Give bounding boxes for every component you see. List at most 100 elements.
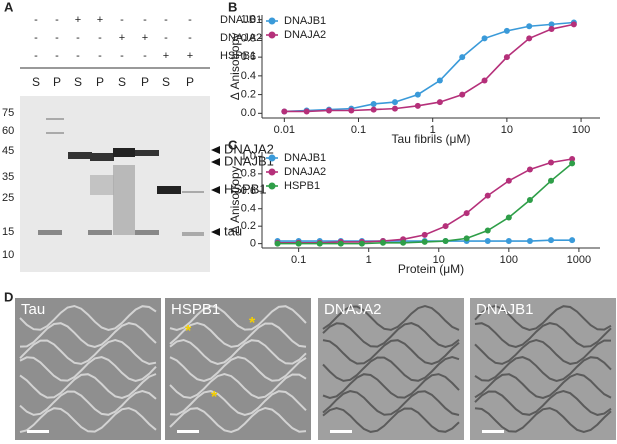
data-point — [503, 27, 510, 34]
scale-bar — [177, 430, 199, 433]
data-point — [370, 106, 377, 113]
condition-sign: - — [120, 14, 124, 26]
legend-marker — [268, 154, 276, 162]
lane-label: P — [141, 75, 149, 89]
condition-sign: - — [76, 32, 80, 44]
data-point — [526, 166, 533, 173]
data-point — [421, 238, 428, 245]
data-point — [548, 159, 555, 166]
condition-name: HSPB1 — [220, 50, 256, 62]
fibril — [474, 356, 612, 383]
legend-marker — [268, 17, 276, 25]
legend-label: DNAJA2 — [284, 166, 326, 178]
data-point — [459, 91, 466, 98]
series-line — [284, 21, 574, 113]
lane-label: P — [186, 75, 194, 89]
data-point — [281, 108, 288, 115]
panel-label: C — [228, 137, 238, 152]
data-point — [316, 240, 323, 247]
condition-sign: - — [164, 32, 168, 44]
panel-label: D — [4, 289, 13, 304]
legend-label: DNAJB1 — [284, 15, 326, 27]
y-tick-label: 0.4 — [241, 70, 256, 82]
data-point — [526, 35, 533, 42]
data-point — [481, 77, 488, 84]
data-point — [569, 160, 576, 167]
band-label: DNAJA2 — [224, 141, 274, 156]
condition-sign: - — [188, 14, 192, 26]
fibril — [19, 338, 157, 365]
condition-sign: - — [55, 32, 59, 44]
condition-sign: - — [143, 50, 147, 62]
x-tick-label: 1 — [366, 254, 372, 266]
data-point — [463, 235, 470, 242]
micrograph-label: Tau — [21, 301, 45, 318]
condition-sign: - — [34, 32, 38, 44]
x-tick-label: 10 — [501, 124, 513, 136]
fibril — [19, 389, 157, 416]
y-tick-label: 0.4 — [241, 203, 256, 215]
y-tick-label: 0.8 — [241, 32, 256, 44]
x-tick-label: 1000 — [567, 254, 591, 266]
condition-sign: + — [163, 50, 169, 62]
marker-label: 10 — [2, 249, 14, 261]
y-tick-label: 1.0 — [241, 14, 256, 26]
fibril — [169, 372, 307, 399]
fibril — [169, 338, 307, 366]
lane-label: S — [74, 75, 82, 89]
marker-label: 75 — [2, 107, 14, 119]
micrograph — [318, 298, 464, 440]
data-point — [459, 54, 466, 61]
scale-bar — [482, 430, 504, 433]
fibril — [474, 372, 612, 400]
data-point — [391, 105, 398, 112]
micrograph-label: HSPB1 — [171, 301, 220, 318]
data-point — [414, 102, 421, 109]
condition-sign: - — [164, 14, 168, 26]
band-label: tau — [224, 223, 242, 238]
condition-sign: - — [188, 32, 192, 44]
legend-marker — [268, 168, 276, 176]
y-axis-label: Δ Anisotropy — [228, 166, 242, 233]
fibril — [322, 355, 460, 382]
data-point — [436, 77, 443, 84]
scale-bar — [330, 430, 352, 433]
data-point — [505, 177, 512, 184]
micrograph-label: DNAJB1 — [476, 301, 534, 318]
annotation: * — [211, 389, 218, 406]
y-tick-label: 0.2 — [241, 220, 256, 232]
fibril — [322, 406, 460, 433]
data-point — [370, 100, 377, 107]
x-tick-label: 100 — [572, 124, 590, 136]
condition-sign: + — [142, 32, 148, 44]
condition-sign: + — [75, 14, 81, 26]
legend-label: HSPB1 — [284, 180, 320, 192]
x-tick-label: 0.1 — [351, 124, 366, 136]
data-point — [391, 99, 398, 106]
marker-label: 25 — [2, 192, 14, 204]
data-point — [348, 107, 355, 114]
x-tick-label: 10 — [433, 254, 445, 266]
fibril — [322, 339, 460, 366]
lane-label: S — [162, 75, 170, 89]
fibril — [474, 407, 612, 434]
condition-name: DNAJB1 — [220, 14, 262, 26]
gel-bands — [38, 118, 204, 236]
condition-sign: - — [98, 32, 102, 44]
data-point — [400, 239, 407, 246]
data-point — [548, 237, 555, 244]
data-point — [303, 108, 310, 115]
annotation: * — [249, 315, 256, 332]
y-axis-label: Δ Anisotropy — [228, 33, 242, 100]
fibril — [322, 373, 460, 400]
fibril — [169, 390, 307, 417]
fibril — [322, 304, 460, 331]
data-point — [442, 238, 449, 245]
marker-label: 45 — [2, 145, 14, 157]
data-point — [526, 197, 533, 203]
data-point — [570, 21, 577, 28]
fibril — [322, 390, 460, 416]
data-point — [526, 23, 533, 30]
y-tick-label: 0 — [250, 238, 256, 250]
